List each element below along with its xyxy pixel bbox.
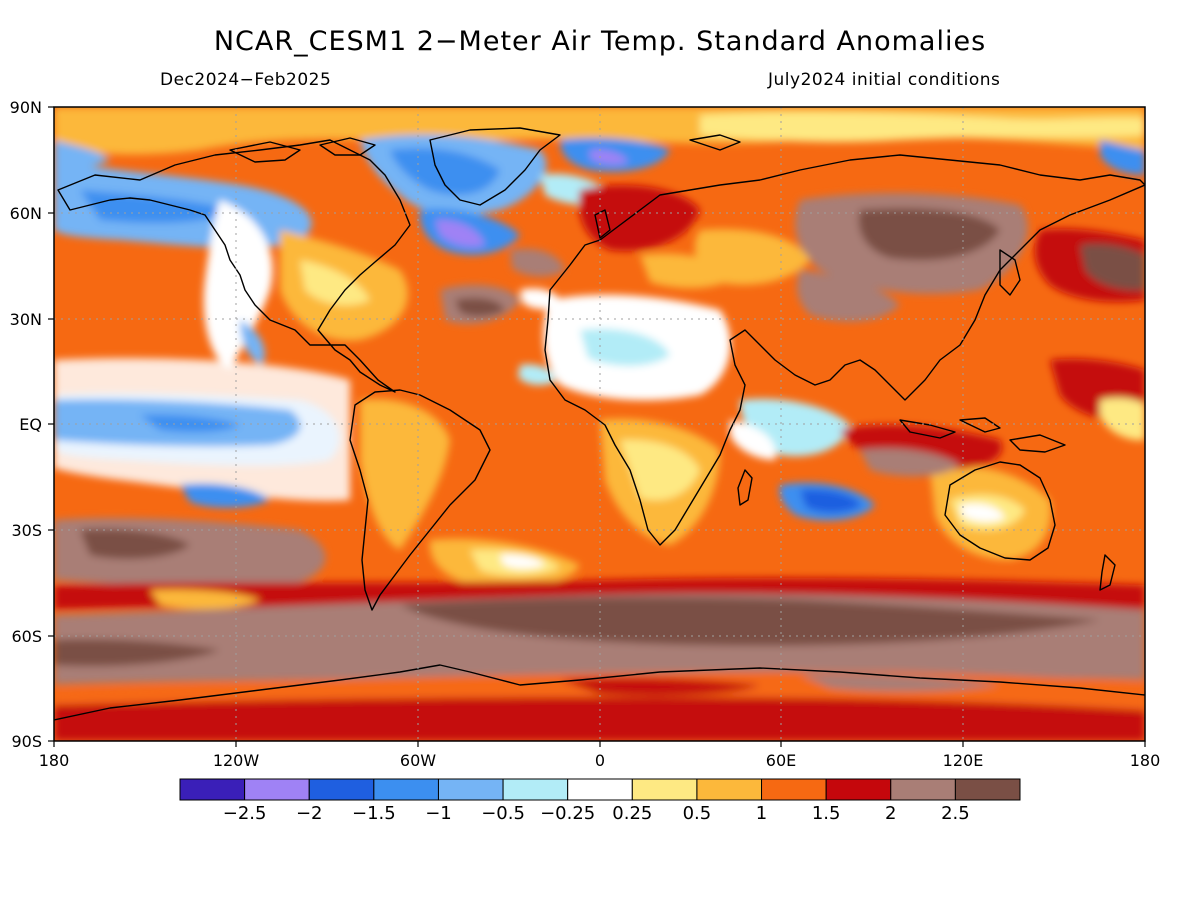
lon-label: 180	[39, 751, 70, 770]
lon-label: 60W	[400, 751, 436, 770]
colorbar-label: 2.5	[941, 803, 970, 824]
axis-ticks	[48, 106, 1146, 747]
colorbar-label: −0.5	[481, 803, 525, 824]
colorbar-swatch	[631, 778, 698, 801]
coastlines	[54, 127, 1145, 721]
season-subtitle: Dec2024−Feb2025	[160, 70, 332, 90]
colorbar-label: 0.25	[612, 803, 652, 824]
colorbar-legend: −2.5 −2 −1.5 −1 −0.5 −0.25 0.25 0.5 1 1.5 2 2.5	[179, 778, 1021, 824]
map-title: NCAR_CESM1 2−Meter Air Temp. Standard An…	[213, 26, 987, 57]
colorbar-swatch	[437, 778, 504, 801]
colorbar-label: 1	[756, 803, 767, 824]
lat-label: 30N	[10, 310, 42, 329]
colorbar-label: 2	[885, 803, 896, 824]
latitude-labels: 90N 60N 30N EQ 30S 60S 90S	[10, 98, 42, 751]
colorbar-swatch	[179, 778, 246, 801]
colorbar-swatch	[825, 778, 892, 801]
colorbar-swatch	[954, 778, 1021, 801]
colorbar-swatch	[890, 778, 956, 801]
colorbar-swatch	[761, 778, 827, 801]
colorbar-label: 1.5	[812, 803, 841, 824]
colorbar-swatch	[567, 778, 633, 801]
colorbar-label: −2	[296, 803, 323, 824]
colorbar-swatch	[308, 778, 375, 801]
lat-label: 90N	[10, 98, 42, 117]
colorbar-swatch	[373, 778, 439, 801]
lat-label: 30S	[11, 521, 42, 540]
colorbar-swatch	[244, 778, 310, 801]
lon-label: 120W	[213, 751, 260, 770]
colorbar-label: 0.5	[683, 803, 712, 824]
colorbar-label: −2.5	[223, 803, 267, 824]
lon-label: 180	[1130, 751, 1161, 770]
initial-conditions-subtitle: July2024 initial conditions	[768, 70, 1001, 90]
colorbar-swatch	[696, 778, 763, 801]
graticule	[54, 107, 1145, 741]
colorbar-label: −0.25	[540, 803, 595, 824]
lat-label: 90S	[11, 732, 42, 751]
colorbar-swatch	[502, 778, 569, 801]
lat-label: 60S	[11, 627, 42, 646]
anomaly-field	[54, 107, 1145, 741]
longitude-labels: 180 120W 60W 0 60E 120E 180	[39, 751, 1161, 770]
lon-label: 0	[595, 751, 605, 770]
lon-label: 120E	[943, 751, 984, 770]
lat-label: 60N	[10, 204, 42, 223]
lon-label: 60E	[766, 751, 796, 770]
colorbar-label: −1.5	[352, 803, 396, 824]
colorbar-label: −1	[425, 803, 452, 824]
lat-label: EQ	[19, 415, 42, 434]
